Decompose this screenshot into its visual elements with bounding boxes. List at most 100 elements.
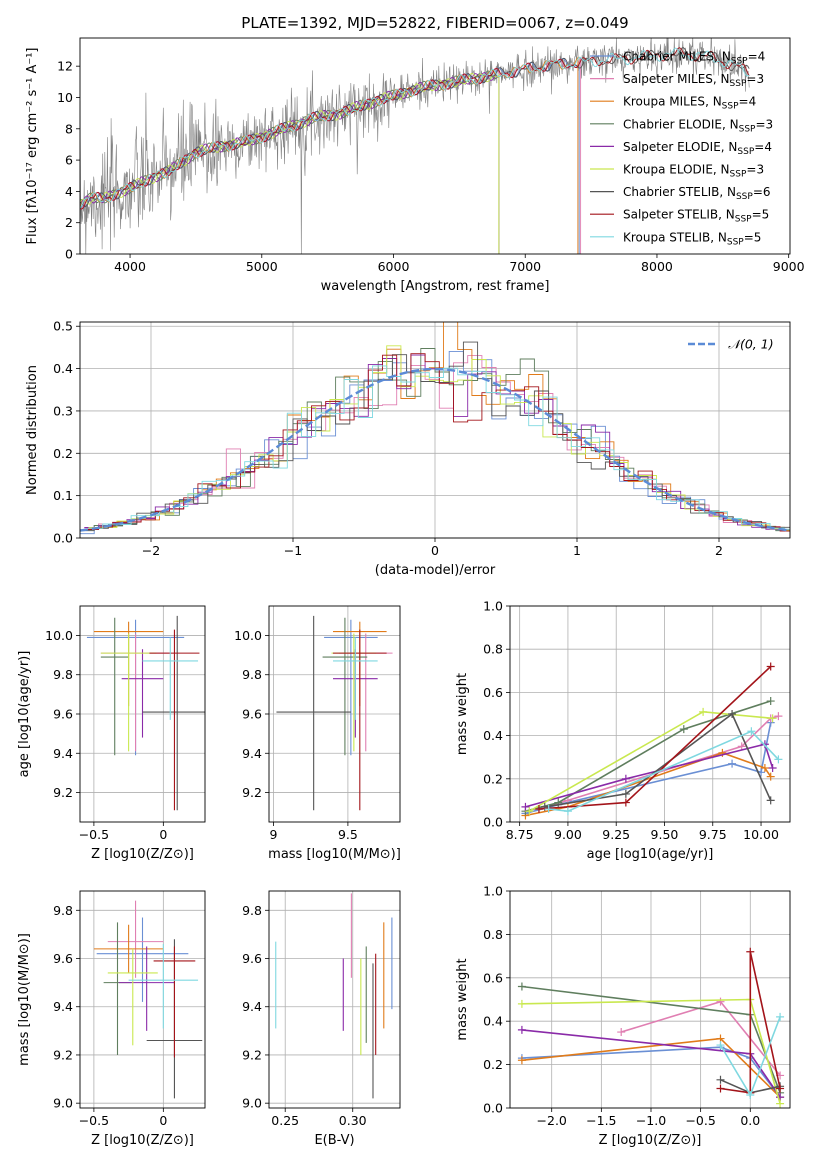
weight-point-marker bbox=[621, 798, 630, 807]
weight-point-marker bbox=[517, 999, 526, 1008]
weight_vs_age-frame bbox=[509, 605, 791, 823]
legend-nssp-eq: = bbox=[744, 230, 754, 244]
model-spectrum bbox=[80, 57, 582, 254]
y-tick-label: 9.6 bbox=[53, 707, 73, 722]
x-tick-label: −1.5 bbox=[586, 1113, 616, 1128]
chart-panels: 4000 5000 6000 7000 8000 9000024681012wavelen… bbox=[17, 37, 805, 1148]
age_vs_Z-frame bbox=[79, 605, 206, 823]
legend-nssp-prefix: , N bbox=[713, 163, 730, 177]
weight-point-marker bbox=[768, 764, 777, 772]
x-tick-label: 9.25 bbox=[602, 827, 630, 842]
weight-series-line bbox=[720, 951, 781, 1094]
y-tick-label: 8 bbox=[65, 121, 73, 136]
y-axis-label: Normed distribution bbox=[25, 365, 40, 495]
y-tick-label: 9.2 bbox=[53, 785, 73, 800]
legend-nssp-value: 6 bbox=[763, 185, 771, 199]
age_vs_Z-axes: −0.5 0 9.2 9.4 9.6 9.8 10.0 Z [log10(Z/Z⊙)] age … bbox=[17, 605, 206, 862]
legend-nssp-sub: SSP bbox=[730, 170, 747, 180]
x-tick-label: −1.0 bbox=[636, 1113, 666, 1128]
weight-point-marker bbox=[621, 774, 630, 783]
legend-nssp-sub: SSP bbox=[736, 192, 753, 202]
age_vs_mass-axes: 9 9.5 9.2 9.4 9.6 9.8 10.0 mass [log10(M/M⊙)] bbox=[234, 605, 401, 862]
legend-label: Salpeter ELODIE, NSSP=4 bbox=[623, 140, 772, 157]
x-axis-label: (data-model)/error bbox=[375, 563, 496, 578]
normal-curve bbox=[79, 367, 791, 532]
x-tick-label: 0.25 bbox=[271, 1113, 299, 1128]
legend-model: Kroupa STELIB bbox=[623, 230, 710, 244]
y-tick-label: 9.4 bbox=[53, 746, 73, 761]
mass_vs_Z-axes: −0.5 0 9.0 9.2 9.4 9.6 9.8 Z [log10(Z/Z⊙)] mass … bbox=[17, 890, 206, 1148]
model-spectrum bbox=[80, 47, 750, 210]
legend-nssp-eq: = bbox=[746, 163, 756, 177]
weight-point-marker bbox=[776, 1099, 785, 1108]
legend-model: Chabrier ELODIE bbox=[623, 117, 722, 131]
weight-point-marker bbox=[716, 997, 725, 1006]
legend-nssp-value: 3 bbox=[766, 117, 774, 131]
x-tick-label: −1 bbox=[284, 543, 302, 558]
y-axis-label: mass weight bbox=[455, 958, 470, 1040]
y-axis-label: mass weight bbox=[455, 673, 470, 755]
x-axis-label: age [log10(age/yr)] bbox=[587, 847, 714, 862]
x-tick-label: 0.30 bbox=[339, 1113, 367, 1128]
x-axis-label: E(B-V) bbox=[314, 1133, 354, 1148]
x-tick-label: −0.5 bbox=[79, 827, 109, 842]
legend-label: Chabrier MILES, NSSP=4 bbox=[623, 50, 765, 67]
x-axis-label: Z [log10(Z/Z⊙)] bbox=[599, 1133, 702, 1148]
weight-series-line bbox=[525, 743, 774, 808]
weight-point-marker bbox=[517, 982, 526, 991]
x-tick-label: 9.50 bbox=[651, 827, 679, 842]
mass_vs_Z-frame bbox=[79, 890, 206, 1109]
legend-nssp-prefix: , N bbox=[710, 230, 727, 244]
x-tick-label: 9.75 bbox=[699, 827, 727, 842]
weight-point-marker bbox=[534, 805, 543, 814]
legend-nssp-eq: = bbox=[753, 185, 763, 199]
legend-label: Kroupa STELIB, NSSP=5 bbox=[623, 230, 761, 247]
y-tick-label: 0.5 bbox=[53, 319, 73, 334]
y-tick-label: 9.2 bbox=[242, 785, 262, 800]
x-tick-label: −2.0 bbox=[537, 1113, 567, 1128]
legend-nssp-eq: = bbox=[755, 117, 765, 131]
legend-nssp-value: 4 bbox=[749, 95, 757, 109]
y-tick-label: 0.6 bbox=[483, 970, 503, 985]
legend-nssp-sub: SSP bbox=[731, 57, 748, 67]
y-axis-label: mass [log10(M/M⊙)] bbox=[17, 933, 32, 1066]
y-tick-label: 10 bbox=[57, 90, 73, 105]
y-tick-label: 0.2 bbox=[53, 446, 73, 461]
weight-point-marker bbox=[746, 1090, 755, 1099]
y-tick-label: 0.4 bbox=[483, 1014, 503, 1029]
y-tick-label: 0.4 bbox=[483, 728, 503, 743]
y-tick-label: 0.8 bbox=[483, 927, 503, 942]
legend-nssp-eq: = bbox=[748, 50, 758, 64]
legend-label: 𝒩(0, 1) bbox=[728, 337, 774, 352]
x-tick-label: 8000 bbox=[641, 259, 673, 274]
y-tick-label: 6 bbox=[65, 153, 73, 168]
mass_vs_ebv-axes: 0.25 0.30 9.0 9.2 9.4 9.6 9.8 E(B-V) bbox=[242, 890, 401, 1148]
weight-point-marker bbox=[716, 1041, 725, 1050]
legend-label: Salpeter MILES, NSSP=3 bbox=[623, 72, 764, 89]
legend-model: Salpeter STELIB bbox=[623, 208, 718, 222]
legend-nssp-prefix: , N bbox=[714, 50, 731, 64]
y-tick-label: 2 bbox=[65, 215, 73, 230]
y-tick-label: 0.2 bbox=[483, 771, 503, 786]
residuals-frame bbox=[79, 321, 791, 539]
residuals-axes: −2 −1 0 1 2 0.0 0.1 0.2 0.3 0.4 0.5 (data-model)/er… bbox=[25, 319, 791, 578]
y-tick-label: 0.0 bbox=[483, 1101, 503, 1116]
weight_vs_Z-frame bbox=[509, 890, 791, 1109]
residual-histogram bbox=[84, 353, 790, 532]
y-axis-label: age [log10(age/yr)] bbox=[17, 651, 32, 778]
legend-label: Chabrier STELIB, NSSP=6 bbox=[623, 185, 771, 202]
x-axis-label: Z [log10(Z/Z⊙)] bbox=[91, 847, 194, 862]
weight-point-marker bbox=[517, 1056, 526, 1065]
legend-model: Salpeter MILES bbox=[623, 72, 713, 86]
model-spectrum bbox=[80, 71, 500, 254]
legend-model: Chabrier MILES bbox=[623, 50, 714, 64]
weight-point-marker bbox=[766, 662, 775, 671]
weight-point-marker bbox=[716, 1084, 725, 1093]
legend-label: Kroupa MILES, NSSP=4 bbox=[623, 95, 756, 112]
weight-point-marker bbox=[766, 772, 775, 781]
observed-spectrum bbox=[80, 38, 750, 254]
weight-point-marker bbox=[563, 807, 572, 816]
x-tick-label: 9000 bbox=[773, 259, 805, 274]
